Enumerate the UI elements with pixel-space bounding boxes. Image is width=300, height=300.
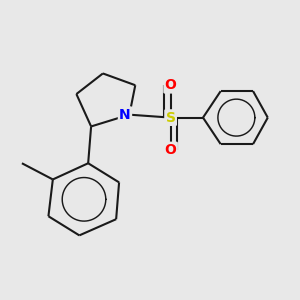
Text: S: S: [166, 111, 176, 124]
Text: O: O: [165, 143, 176, 157]
Text: N: N: [119, 108, 131, 122]
Text: O: O: [165, 78, 176, 92]
